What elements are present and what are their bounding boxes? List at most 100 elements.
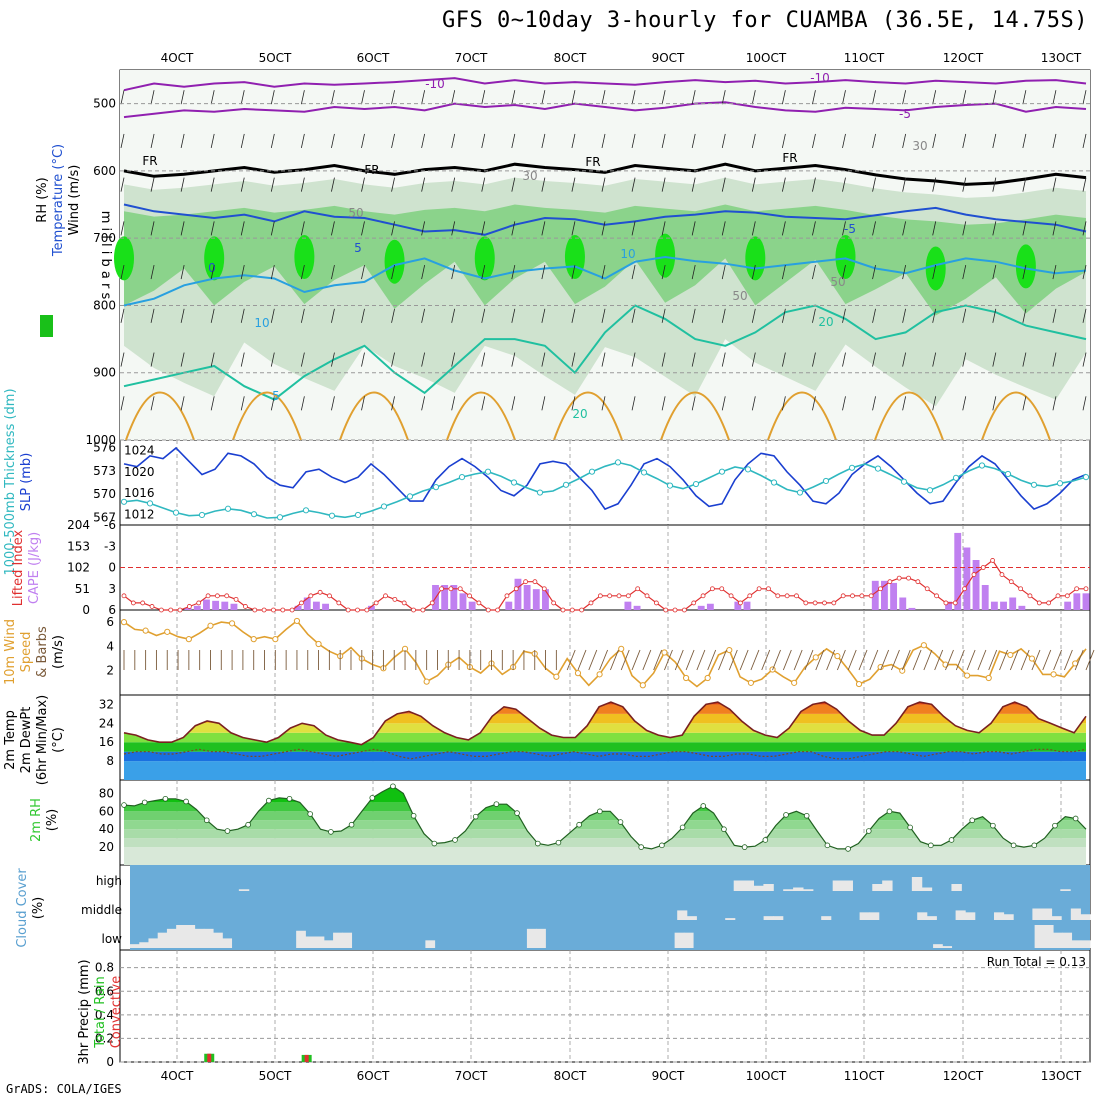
warm-contour (553, 391, 623, 441)
cape-bar (1064, 601, 1072, 610)
wind-barb (962, 308, 967, 323)
cloud-bar-high (832, 880, 844, 891)
wind-barb (842, 221, 846, 236)
cape-bar (367, 605, 375, 610)
date-label-top: 10OCT (746, 51, 787, 65)
wind-barb (391, 133, 395, 148)
wind-barb (631, 308, 636, 323)
cloud-bar-low (536, 928, 546, 948)
contour-label: -10 (810, 71, 830, 85)
thickness-point (692, 480, 700, 488)
cape-bar (990, 601, 998, 610)
upper-air-side-label: RH (%) Temperature (°C) Wind (m/s) (35, 144, 82, 257)
li-tick: -3 (104, 539, 116, 553)
cloud-side-label-line: Cloud Cover (15, 868, 30, 948)
wind-barb (180, 133, 185, 148)
wind-barb-10m (955, 649, 965, 671)
contour-label: 5 (354, 241, 362, 255)
rh-side-label: 2m RH (%) (29, 798, 60, 842)
rh-tick: 60 (99, 804, 114, 818)
wind-barb (270, 396, 275, 411)
wind-barb (781, 133, 786, 148)
thickness-point (614, 459, 622, 466)
precip-side-label-line: Convective (109, 976, 124, 1049)
wind-barb (691, 133, 696, 148)
rh-point (286, 795, 293, 802)
cape-bar (193, 605, 201, 610)
wind-barb (661, 396, 666, 411)
li-point (934, 593, 939, 599)
rh-side-label-line: 2m RH (29, 798, 44, 842)
cloud-bar-middle (1080, 914, 1091, 920)
rh-point (886, 808, 893, 815)
wind-side-label-line: (m/s) (51, 635, 66, 669)
li-point (401, 600, 407, 606)
cloud-bar-middle (677, 910, 688, 920)
wind-barb (691, 90, 696, 105)
panel-frame-1 (119, 439, 1091, 526)
wind-barb (421, 221, 426, 236)
wind-barb (962, 177, 967, 192)
cape-bar (212, 600, 220, 610)
wind-barb-10m (891, 649, 900, 671)
cloud-bar-middle (955, 910, 966, 920)
wind-barb (451, 352, 456, 367)
wind-barb (541, 265, 546, 280)
li-point (588, 600, 594, 606)
rh-band (124, 786, 1086, 803)
date-label-bottom: 4OCT (161, 1069, 194, 1083)
wind-speed-point (661, 649, 668, 656)
warm-contour (232, 391, 302, 441)
cape-bar (890, 582, 898, 610)
wind-barb (631, 90, 636, 105)
cloud-tick: middle (81, 903, 122, 917)
wind-tick: 4 (106, 639, 114, 653)
wind-barb (571, 177, 576, 192)
wind-barb (541, 308, 546, 323)
wind-barb (1022, 265, 1027, 280)
wind-speed-point (964, 672, 971, 679)
wind-barb (180, 90, 185, 105)
li-point (803, 600, 809, 606)
cloud-bar-low (148, 938, 159, 948)
wind-speed-point (315, 640, 322, 648)
wind-barb (1082, 221, 1087, 236)
wind-barb (872, 308, 876, 323)
contour-label: FR (782, 151, 797, 165)
date-label-top: 9OCT (652, 51, 685, 65)
warm-contour (981, 391, 1051, 441)
wind-barb-10m (609, 649, 619, 671)
li-point (457, 586, 463, 592)
li-point (448, 586, 454, 592)
date-label-bottom: 6OCT (357, 1069, 390, 1083)
cloud-bar-middle (1032, 908, 1043, 920)
wind-barb (361, 221, 365, 236)
wind-barb (421, 352, 426, 367)
date-label-top: 12OCT (943, 51, 984, 65)
li-tick: 0 (108, 561, 116, 575)
li-point (317, 589, 323, 595)
cloud-bar-low (176, 925, 186, 948)
wind-barb (300, 352, 305, 367)
cloud-bar-high (911, 877, 923, 891)
wind-side-label-line: 10m Wind (3, 619, 18, 685)
thickness-point (458, 473, 466, 481)
rh-band (124, 811, 1086, 821)
wind-speed-point (639, 682, 646, 689)
wind-speed-point (855, 680, 863, 688)
li-tick: 3 (108, 582, 116, 596)
wind-barb (781, 396, 786, 411)
cloud-bar-low (157, 932, 168, 948)
wind-barb (691, 221, 696, 236)
chart-title: GFS 0~10day 3-hourly for CUAMBA (36.5E, … (441, 8, 1088, 33)
rh-point (679, 824, 686, 831)
wind-barb-10m (1053, 649, 1062, 671)
wind-barb (481, 352, 486, 367)
li-point (681, 607, 687, 613)
cloud-bar-low (1034, 925, 1045, 948)
li-point (186, 604, 192, 609)
wind-speed-point (618, 645, 625, 652)
wind-barb (120, 352, 125, 367)
rh-point (245, 821, 251, 828)
wind-barb (1022, 352, 1027, 367)
